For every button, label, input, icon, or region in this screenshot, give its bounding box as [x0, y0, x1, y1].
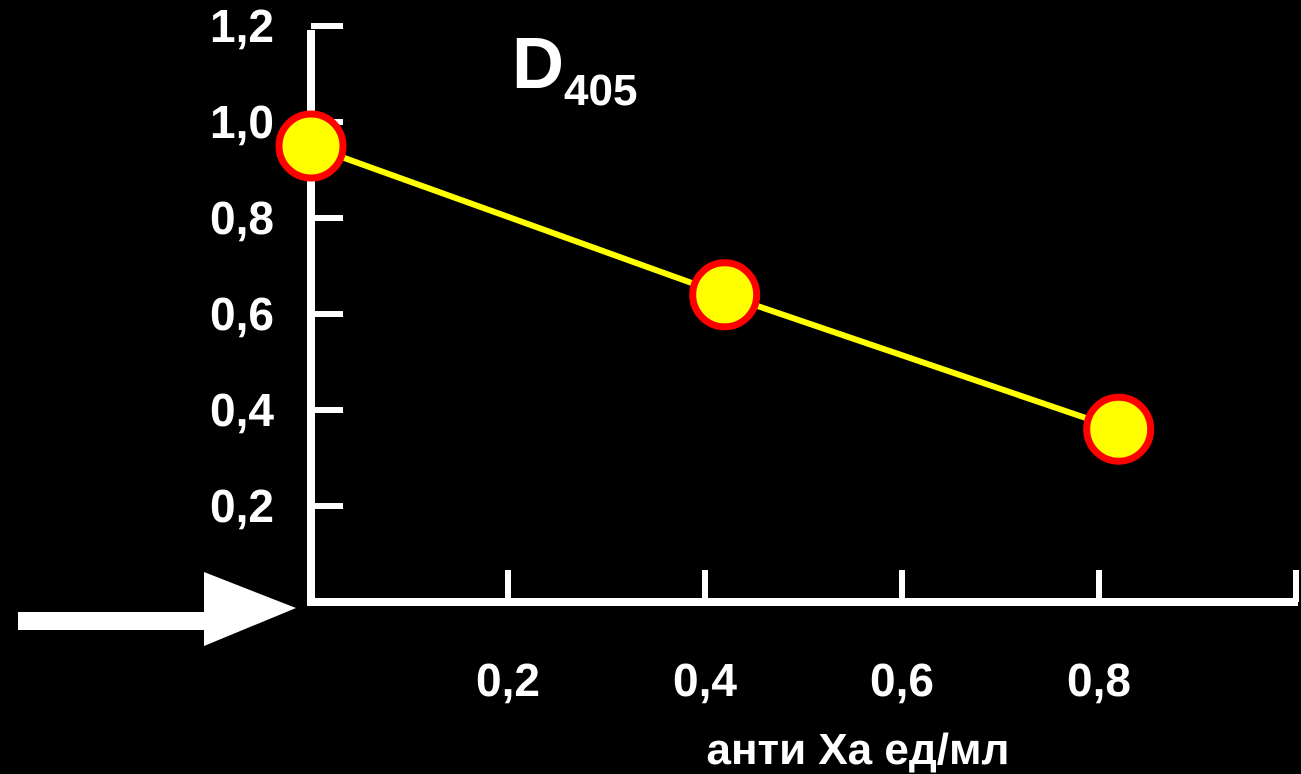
x-tick-label: 0,4: [673, 654, 737, 706]
x-axis-title: анти Xa ед/мл: [706, 725, 1009, 774]
chart-title-subscript: 405: [564, 66, 637, 115]
x-tick-label: 0,6: [870, 654, 934, 706]
x-tick-label: 0,8: [1067, 654, 1131, 706]
data-point: [275, 110, 347, 182]
data-point: [689, 259, 761, 331]
arrow-right-icon: [18, 572, 296, 646]
chart-title-main: D: [512, 24, 564, 104]
y-tick-label: 1,2: [210, 0, 274, 52]
y-tick-label: 1,0: [210, 96, 274, 148]
data-point: [1083, 393, 1155, 465]
x-tick-label: 0,2: [476, 654, 540, 706]
chart-title: D405: [512, 24, 637, 115]
y-tick-label: 0,8: [210, 192, 274, 244]
y-tick-label: 0,2: [210, 480, 274, 532]
y-tick-label: 0,6: [210, 288, 274, 340]
y-tick-label: 0,4: [210, 384, 274, 436]
